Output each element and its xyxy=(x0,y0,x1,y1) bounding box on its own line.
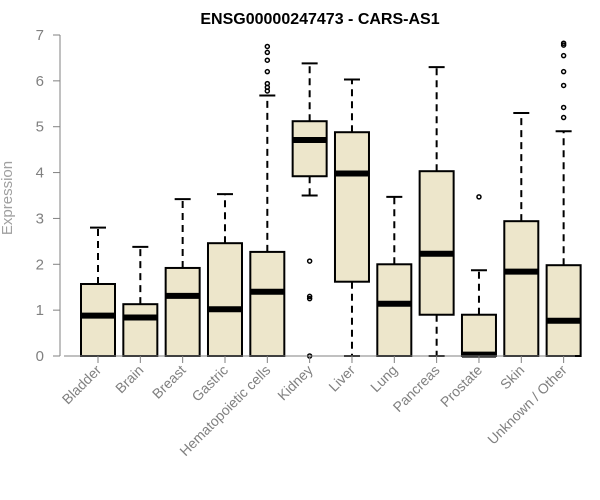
outlier-point xyxy=(306,293,313,300)
box-skin xyxy=(503,111,540,357)
x-tick-label: Lung xyxy=(367,362,400,395)
iqr-box xyxy=(333,131,370,283)
outlier-point xyxy=(560,82,567,89)
box-pancreas xyxy=(418,66,455,357)
y-tick-label: 4 xyxy=(36,165,44,182)
iqr-box xyxy=(545,264,582,357)
outlier-point xyxy=(264,68,271,75)
outlier-point xyxy=(264,49,271,56)
plot-area xyxy=(80,40,582,359)
y-axis-label: Expression xyxy=(0,161,16,235)
box-hematopoietic-cells xyxy=(249,43,286,357)
x-tick-label: Prostate xyxy=(437,362,485,410)
y-tick-label: 7 xyxy=(36,27,44,44)
x-tick-label: Bladder xyxy=(59,362,105,408)
box-kidney xyxy=(291,62,328,359)
y-axis: 0 1 2 3 4 5 6 7 xyxy=(36,27,61,365)
outlier-point xyxy=(306,295,313,302)
box-bladder xyxy=(80,226,116,357)
x-tick-label: Unknown / Other xyxy=(484,362,570,448)
x-tick-label: Kidney xyxy=(274,362,316,404)
iqr-box xyxy=(291,120,328,178)
x-tick-label: Pancreas xyxy=(390,362,443,415)
outlier-point xyxy=(264,80,271,87)
x-tick-label: Brain xyxy=(112,362,146,396)
iqr-box xyxy=(503,220,540,357)
x-tick-label: Skin xyxy=(497,362,528,393)
y-tick-label: 2 xyxy=(36,256,44,273)
y-tick-label: 1 xyxy=(36,302,44,319)
outlier-point xyxy=(560,114,567,121)
y-tick-label: 6 xyxy=(36,73,44,90)
box-breast xyxy=(164,198,201,357)
iqr-box xyxy=(80,283,116,357)
outlier-point xyxy=(560,52,567,59)
box-prostate xyxy=(460,194,497,358)
outlier-point xyxy=(264,57,271,63)
x-tick-label: Breast xyxy=(149,362,189,402)
y-tick-label: 3 xyxy=(36,210,44,227)
chart-title: ENSG00000247473 - CARS-AS1 xyxy=(200,11,439,28)
outlier-point xyxy=(560,68,567,75)
box-brain xyxy=(122,245,159,357)
iqr-box xyxy=(206,242,243,357)
iqr-box xyxy=(460,313,497,358)
iqr-box xyxy=(122,303,159,357)
outlier-point xyxy=(306,258,313,264)
x-tick-label: Liver xyxy=(325,362,358,395)
outlier-point xyxy=(560,40,567,47)
box-unknown-other xyxy=(545,40,582,357)
box-lung xyxy=(376,195,413,357)
iqr-box xyxy=(418,170,455,316)
iqr-box xyxy=(376,263,413,357)
outlier-point xyxy=(560,104,567,111)
box-liver xyxy=(333,78,370,357)
outlier-point xyxy=(264,43,271,50)
y-tick-label: 5 xyxy=(36,119,44,136)
y-tick-label: 0 xyxy=(36,348,44,365)
iqr-box xyxy=(249,250,286,357)
box-gastric xyxy=(206,193,243,357)
iqr-box xyxy=(164,266,201,357)
outlier-point xyxy=(476,194,482,200)
